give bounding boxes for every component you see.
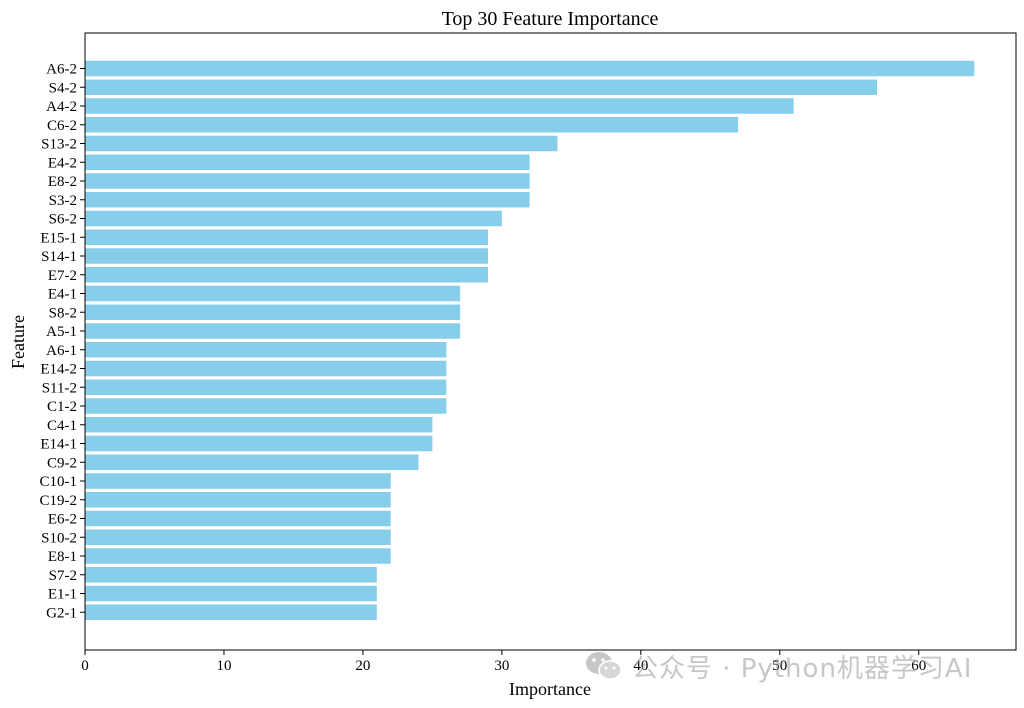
x-tick-label: 50 bbox=[772, 658, 787, 674]
bar-E14-1 bbox=[85, 435, 433, 452]
bar-A4-2 bbox=[85, 98, 794, 114]
bar-G2-1 bbox=[85, 604, 377, 620]
bar-A5-1 bbox=[85, 323, 461, 339]
x-tick-label: 60 bbox=[911, 658, 926, 674]
y-tick-label: A6-1 bbox=[46, 343, 77, 359]
bar-C1-2 bbox=[85, 398, 447, 414]
bar-E1-1 bbox=[85, 585, 377, 602]
bar-S14-1 bbox=[85, 248, 488, 264]
bar-E15-1 bbox=[85, 229, 488, 245]
y-tick-label: A4-2 bbox=[46, 99, 77, 115]
y-tick-label: S14-1 bbox=[41, 249, 77, 265]
y-tick-label: A5-1 bbox=[46, 324, 77, 340]
bar-S8-2 bbox=[85, 304, 461, 320]
bar-C10-1 bbox=[85, 473, 391, 489]
bar-E14-2 bbox=[85, 360, 447, 377]
y-tick-label: S3-2 bbox=[49, 193, 77, 209]
y-tick-label: S7-2 bbox=[49, 568, 77, 584]
bar-E8-1 bbox=[85, 548, 391, 564]
y-tick-label: G2-1 bbox=[46, 605, 77, 621]
y-tick-label: E8-2 bbox=[48, 174, 77, 190]
bar-E4-1 bbox=[85, 285, 461, 302]
y-axis-label: Feature bbox=[8, 315, 28, 369]
y-tick-label: S6-2 bbox=[49, 212, 77, 228]
bar-E4-2 bbox=[85, 154, 530, 170]
bar-S7-2 bbox=[85, 567, 377, 583]
y-tick-label: S13-2 bbox=[41, 137, 77, 153]
y-tick-label: C6-2 bbox=[47, 118, 77, 134]
bar-C9-2 bbox=[85, 454, 419, 470]
plot-frame bbox=[84, 32, 1017, 651]
x-tick-label: 0 bbox=[81, 658, 89, 674]
bar-A6-1 bbox=[85, 342, 447, 358]
y-tick-label: E6-2 bbox=[48, 512, 77, 528]
y-tick-labels: A6-2 S4-2 A4-2 C6-2 S13-2 E4-2 E8-2 S3-2 S6-2 E15… bbox=[40, 62, 85, 621]
y-tick-label: E15-1 bbox=[40, 230, 77, 246]
bar-S10-2 bbox=[85, 529, 391, 545]
bar-S11-2 bbox=[85, 379, 447, 395]
x-tick-label: 30 bbox=[494, 658, 509, 674]
chart-title: Top 30 Feature Importance bbox=[442, 8, 659, 30]
y-tick-label: E14-1 bbox=[40, 437, 77, 453]
y-tick-label: C1-2 bbox=[47, 399, 77, 415]
bars-group bbox=[85, 60, 975, 620]
y-tick-label: S8-2 bbox=[49, 305, 77, 321]
y-tick-label: E4-1 bbox=[48, 287, 77, 303]
y-tick-label: E4-2 bbox=[48, 155, 77, 171]
bar-E8-2 bbox=[85, 173, 530, 189]
y-tick-label: C4-1 bbox=[47, 418, 77, 434]
bar-S3-2 bbox=[85, 192, 530, 208]
y-tick-label: E7-2 bbox=[48, 268, 77, 284]
y-tick-label: S4-2 bbox=[49, 80, 77, 96]
x-tick-label: 40 bbox=[633, 658, 648, 674]
bar-S13-2 bbox=[85, 135, 558, 152]
bar-C6-2 bbox=[85, 117, 739, 133]
y-tick-label: C9-2 bbox=[47, 455, 77, 471]
bar-A6-2 bbox=[85, 60, 975, 77]
y-tick-label: E8-1 bbox=[48, 549, 77, 565]
x-tick-label: 20 bbox=[355, 658, 370, 674]
bar-S4-2 bbox=[85, 79, 878, 95]
y-tick-label: A6-2 bbox=[46, 62, 77, 78]
x-axis-label: Importance bbox=[509, 679, 591, 699]
bar-E7-2 bbox=[85, 267, 488, 283]
bar-S6-2 bbox=[85, 210, 502, 227]
bar-C19-2 bbox=[85, 492, 391, 508]
y-tick-label: C19-2 bbox=[40, 493, 78, 509]
x-tick-label: 10 bbox=[216, 658, 231, 674]
y-tick-label: S10-2 bbox=[41, 530, 77, 546]
x-ticks: 0 10 20 30 40 50 60 bbox=[81, 650, 926, 674]
bar-E6-2 bbox=[85, 510, 391, 527]
y-tick-label: S11-2 bbox=[42, 380, 77, 396]
bar-C4-1 bbox=[85, 417, 433, 433]
y-tick-label: C10-1 bbox=[40, 474, 78, 490]
y-tick-label: E14-2 bbox=[40, 362, 77, 378]
y-tick-label: E1-1 bbox=[48, 587, 77, 603]
